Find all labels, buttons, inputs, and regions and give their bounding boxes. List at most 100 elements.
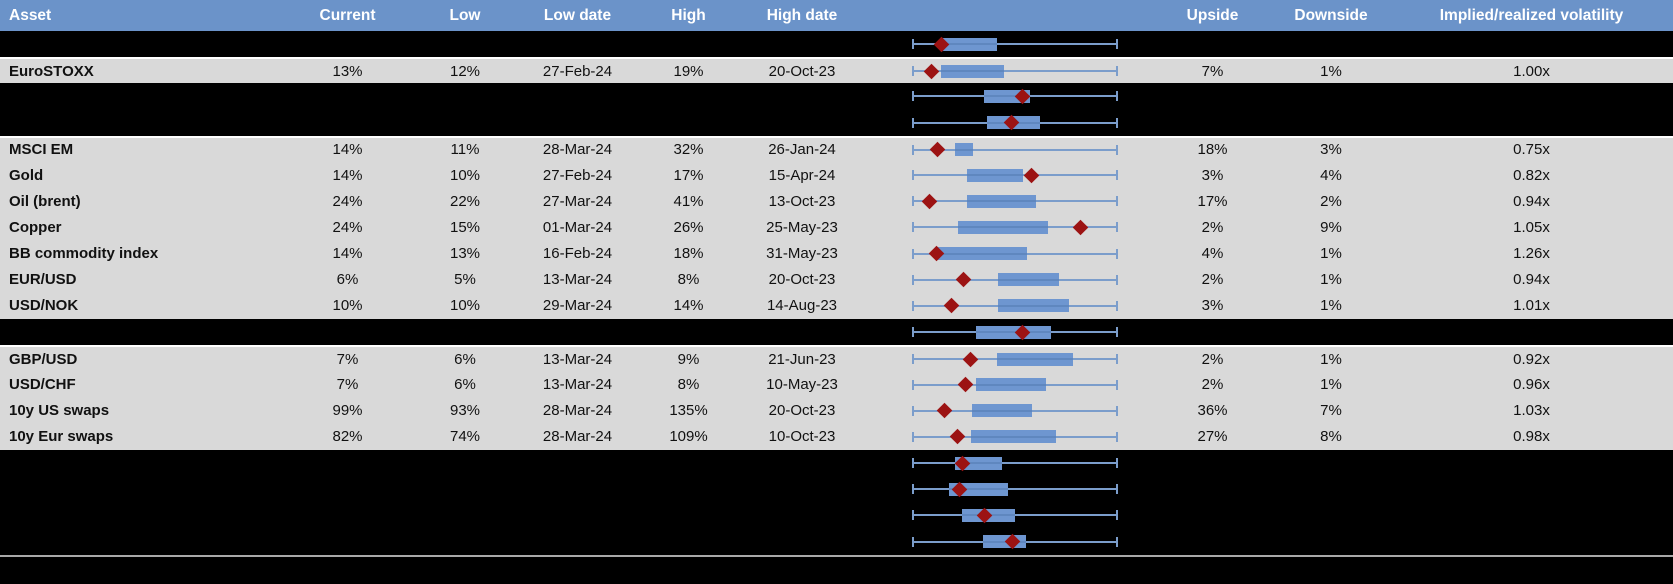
cell-upside[interactable] — [1153, 529, 1272, 555]
cell-asset[interactable]: Gold — [9, 166, 44, 184]
cell-high-date[interactable] — [727, 110, 877, 136]
cell-downside[interactable]: 7% — [1320, 402, 1342, 420]
cell-downside[interactable] — [1272, 110, 1390, 136]
cell-high[interactable] — [650, 110, 727, 136]
cell-low[interactable] — [425, 529, 505, 555]
cell-low-date[interactable] — [505, 319, 650, 345]
cell-low[interactable] — [425, 476, 505, 502]
cell-downside[interactable]: 3% — [1320, 141, 1342, 159]
cell-low-date[interactable] — [505, 110, 650, 136]
cell-high[interactable] — [650, 529, 727, 555]
cell-current[interactable] — [270, 529, 425, 555]
cell-current[interactable]: 7% — [336, 376, 359, 394]
cell-current[interactable]: 14% — [332, 141, 363, 159]
cell-impl-real[interactable]: 1.05x — [1513, 218, 1550, 236]
cell-current[interactable]: 10% — [332, 297, 363, 315]
cell-low-date[interactable]: 29-Mar-24 — [542, 297, 613, 315]
cell-plot[interactable] — [877, 450, 1153, 476]
cell-high-date[interactable]: 20-Oct-23 — [768, 271, 836, 289]
cell-current[interactable]: 24% — [332, 218, 363, 236]
cell-upside[interactable] — [1153, 502, 1272, 528]
header-impl-real[interactable]: Implied/realized volatility — [1439, 6, 1624, 24]
header-asset[interactable]: Asset — [9, 6, 52, 24]
cell-impl-real[interactable] — [1390, 450, 1673, 476]
cell-upside[interactable]: 3% — [1201, 166, 1224, 184]
cell-upside[interactable]: 27% — [1197, 428, 1228, 446]
cell-asset[interactable]: USD/NOK — [9, 297, 79, 315]
cell-high-date[interactable]: 10-May-23 — [766, 376, 838, 394]
cell-low[interactable]: 11% — [450, 141, 480, 159]
cell-impl-real[interactable] — [1390, 83, 1673, 109]
cell-downside[interactable]: 1% — [1320, 376, 1342, 394]
header-downside[interactable]: Downside — [1294, 6, 1368, 24]
cell-current[interactable] — [270, 476, 425, 502]
cell-upside[interactable] — [1153, 31, 1272, 57]
cell-high-date[interactable] — [727, 502, 877, 528]
cell-impl-real[interactable]: 0.92x — [1513, 350, 1550, 368]
cell-current[interactable]: 7% — [336, 350, 359, 368]
cell-plot[interactable] — [877, 424, 1153, 450]
cell-upside[interactable]: 2% — [1201, 350, 1224, 368]
cell-low-date[interactable]: 28-Mar-24 — [542, 402, 613, 420]
cell-asset[interactable]: USD/CHF — [9, 376, 76, 394]
cell-downside[interactable]: 8% — [1320, 428, 1342, 446]
cell-plot[interactable] — [877, 502, 1153, 528]
cell-upside[interactable]: 18% — [1197, 141, 1228, 159]
cell-current[interactable]: 82% — [332, 428, 363, 446]
cell-current[interactable]: 14% — [332, 245, 363, 263]
header-upside[interactable]: Upside — [1186, 6, 1239, 24]
cell-high-date[interactable] — [727, 319, 877, 345]
cell-low[interactable]: 6% — [454, 350, 476, 368]
cell-asset[interactable] — [0, 476, 270, 502]
cell-low-date[interactable]: 27-Feb-24 — [542, 62, 613, 80]
cell-impl-real[interactable]: 1.03x — [1513, 402, 1550, 420]
cell-asset[interactable]: 10y Eur swaps — [9, 428, 114, 446]
cell-high[interactable]: 8% — [677, 271, 700, 289]
cell-plot[interactable] — [877, 529, 1153, 555]
cell-low[interactable] — [425, 450, 505, 476]
cell-plot[interactable] — [877, 398, 1153, 424]
cell-high-date[interactable] — [727, 450, 877, 476]
cell-current[interactable] — [270, 450, 425, 476]
cell-high[interactable]: 109% — [669, 428, 708, 446]
header-high-date[interactable]: High date — [766, 6, 838, 24]
cell-downside[interactable]: 1% — [1320, 62, 1342, 80]
cell-plot[interactable] — [877, 138, 1153, 162]
cell-upside[interactable] — [1153, 476, 1272, 502]
cell-low-date[interactable] — [505, 476, 650, 502]
cell-downside[interactable]: 2% — [1320, 192, 1342, 210]
cell-impl-real[interactable]: 0.82x — [1513, 166, 1550, 184]
cell-downside[interactable] — [1272, 319, 1390, 345]
cell-impl-real[interactable] — [1390, 110, 1673, 136]
cell-plot[interactable] — [877, 371, 1153, 397]
cell-downside[interactable] — [1272, 450, 1390, 476]
cell-high-date[interactable] — [727, 83, 877, 109]
cell-low[interactable]: 10% — [449, 297, 481, 315]
cell-upside[interactable] — [1153, 450, 1272, 476]
cell-low-date[interactable] — [505, 450, 650, 476]
cell-upside[interactable]: 2% — [1201, 376, 1224, 394]
cell-impl-real[interactable]: 1.00x — [1513, 62, 1550, 80]
cell-current[interactable]: 14% — [332, 166, 363, 184]
cell-high[interactable] — [650, 83, 727, 109]
cell-plot[interactable] — [877, 110, 1153, 136]
cell-upside[interactable] — [1153, 83, 1272, 109]
cell-high[interactable]: 17% — [673, 166, 704, 184]
cell-current[interactable] — [270, 319, 425, 345]
cell-low[interactable] — [425, 110, 505, 136]
cell-upside[interactable]: 7% — [1201, 62, 1224, 80]
cell-upside[interactable] — [1153, 110, 1272, 136]
cell-high-date[interactable] — [727, 31, 877, 57]
cell-high-date[interactable]: 20-Oct-23 — [768, 402, 836, 420]
cell-low[interactable]: 6% — [454, 376, 476, 394]
cell-current[interactable]: 6% — [336, 271, 359, 289]
cell-high-date[interactable]: 15-Apr-24 — [768, 166, 836, 184]
cell-asset[interactable]: EuroSTOXX — [9, 62, 94, 80]
cell-low-date[interactable]: 16-Feb-24 — [542, 245, 613, 263]
cell-high[interactable]: 8% — [677, 376, 700, 394]
cell-plot[interactable] — [877, 476, 1153, 502]
cell-high[interactable] — [650, 450, 727, 476]
cell-high-date[interactable]: 10-Oct-23 — [768, 428, 836, 446]
cell-asset[interactable]: GBP/USD — [9, 350, 78, 368]
cell-current[interactable]: 13% — [332, 62, 363, 80]
